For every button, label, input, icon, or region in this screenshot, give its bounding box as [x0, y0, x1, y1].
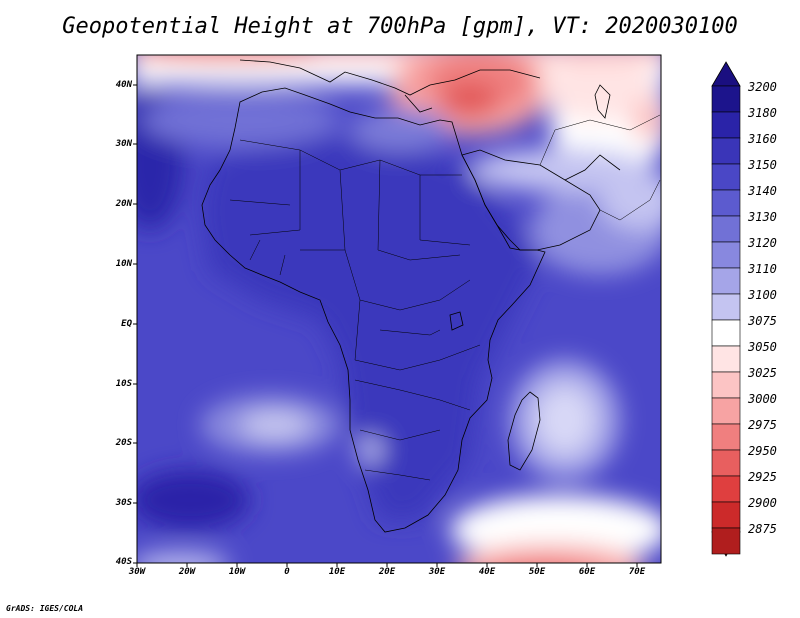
colorbar-label: 3130	[748, 210, 777, 224]
colorbar-swatch	[711, 423, 741, 451]
colorbar-label: 3000	[748, 392, 777, 406]
lon-label-70e: 70E	[628, 567, 646, 577]
lon-label-10e: 10E	[328, 567, 346, 577]
lon-label-10w: 10W	[228, 567, 246, 577]
colorbar-label: 3120	[748, 236, 777, 250]
height-field	[137, 55, 661, 563]
colorbar-swatch	[711, 267, 741, 295]
colorbar-label: 2875	[748, 522, 777, 536]
colorbar-swatch	[711, 449, 741, 477]
lat-label-30s: 30S	[115, 498, 132, 508]
colorbar-swatch	[711, 111, 741, 139]
lat-label-eq: EQ	[121, 319, 132, 329]
lon-label-0: 0	[284, 567, 290, 577]
lon-label-20e: 20E	[378, 567, 396, 577]
lat-label-40n: 40N	[115, 80, 132, 90]
colorbar-swatch	[711, 189, 741, 217]
colorbar-swatch	[711, 527, 741, 555]
colorbar-swatch	[711, 397, 741, 425]
colorbar-swatch	[711, 241, 741, 269]
colorbar-swatch	[711, 137, 741, 165]
colorbar-label: 3050	[748, 340, 777, 354]
lon-label-20w: 20W	[178, 567, 196, 577]
colorbar-label: 3075	[748, 314, 777, 328]
lat-label-10s: 10S	[115, 379, 132, 389]
lat-label-20s: 20S	[115, 438, 132, 448]
credit-text: GrADS: IGES/COLA	[6, 604, 84, 613]
colorbar-swatch	[711, 475, 741, 503]
colorbar-top-arrow	[711, 61, 741, 87]
colorbar-label: 3180	[748, 106, 777, 120]
colorbar	[711, 61, 741, 557]
country-borders	[229, 114, 661, 481]
colorbar-label: 3100	[748, 288, 777, 302]
colorbar-label: 3160	[748, 132, 777, 146]
colorbar-swatch	[711, 345, 741, 373]
colorbar-swatch	[711, 293, 741, 321]
lat-label-10n: 10N	[115, 259, 132, 269]
lat-label-40s: 40S	[115, 557, 132, 567]
lat-label-20n: 20N	[115, 199, 132, 209]
colorbar-swatch	[711, 215, 741, 243]
plot-frame	[136, 54, 662, 564]
colorbar-label: 3150	[748, 158, 777, 172]
colorbar-label: 2900	[748, 496, 777, 510]
colorbar-label: 3110	[748, 262, 777, 276]
colorbar-swatch	[711, 85, 741, 113]
colorbar-swatch	[711, 163, 741, 191]
colorbar-label: 2950	[748, 444, 777, 458]
colorbar-label: 2925	[748, 470, 777, 484]
colorbar-label: 2975	[748, 418, 777, 432]
colorbar-label: 3140	[748, 184, 777, 198]
coastlines	[201, 59, 621, 533]
axis-ticks	[133, 84, 638, 567]
colorbar-swatch	[711, 319, 741, 347]
lon-label-40e: 40E	[478, 567, 496, 577]
lon-label-30w: 30W	[128, 567, 146, 577]
lon-label-60e: 60E	[578, 567, 596, 577]
map-title: Geopotential Height at 700hPa [gpm], VT:…	[62, 14, 738, 39]
colorbar-swatch	[711, 501, 741, 529]
lat-label-30n: 30N	[115, 139, 132, 149]
colorbar-label: 3025	[748, 366, 777, 380]
colorbar-label: 3200	[748, 80, 777, 94]
colorbar-swatch	[711, 371, 741, 399]
lon-label-50e: 50E	[528, 567, 546, 577]
lon-label-30e: 30E	[428, 567, 446, 577]
